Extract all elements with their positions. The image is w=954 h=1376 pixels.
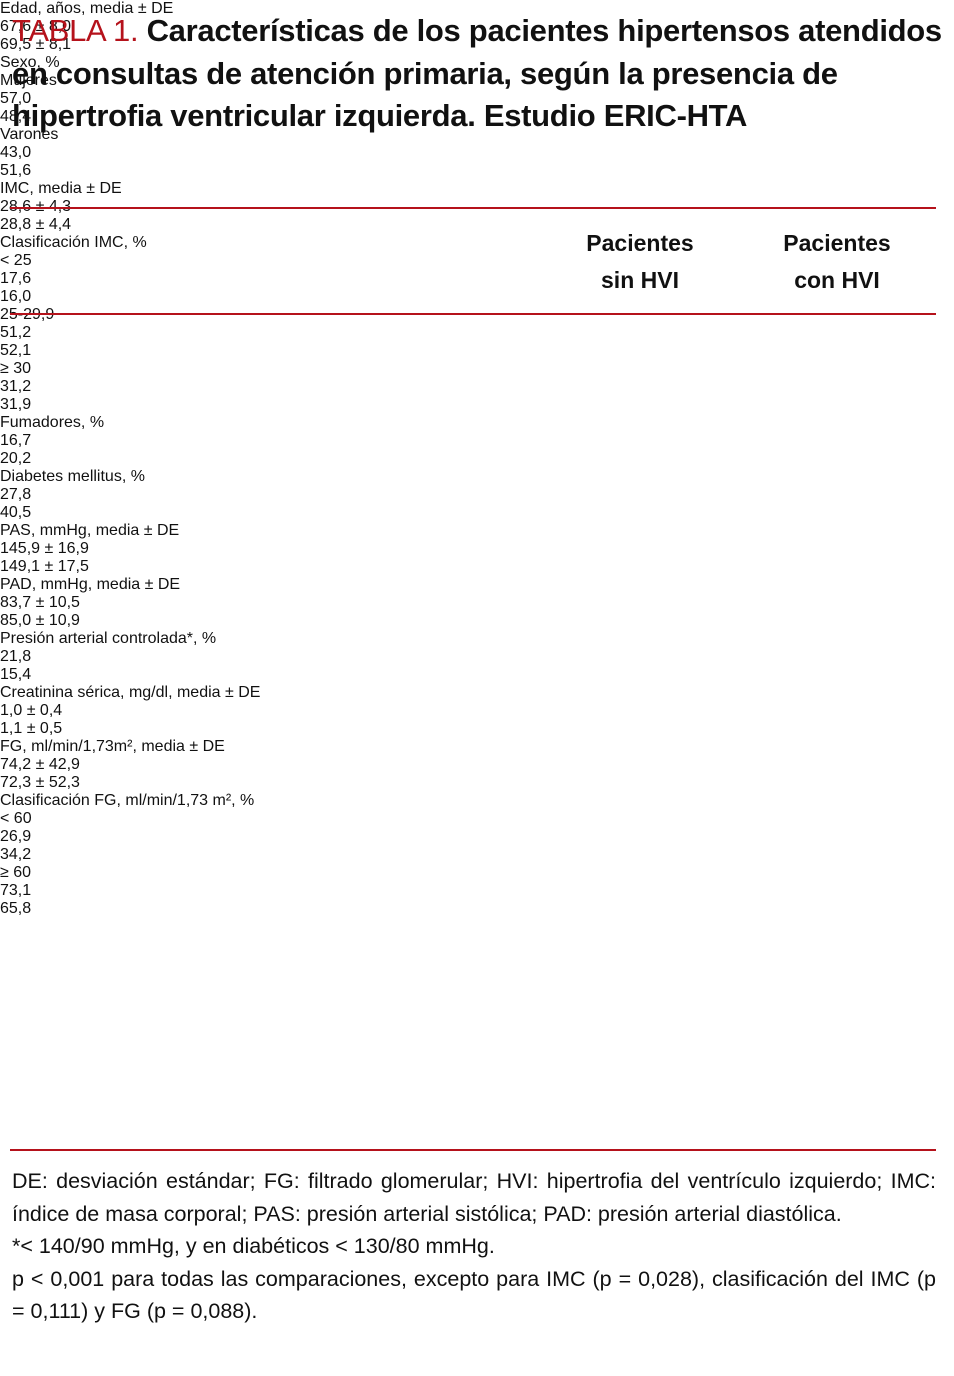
cell-value: 31,9: [0, 396, 32, 413]
rule: [10, 207, 936, 209]
row-label: PAS, mmHg, media ± DE: [0, 522, 180, 539]
title: TABLA 1. Características de los paciente…: [12, 10, 942, 138]
cell-value: 67,6 ± 8,0: [0, 18, 72, 35]
cell-value: 65,8: [0, 900, 32, 917]
column-header: Pacientes sin HVI: [550, 225, 730, 299]
cell-value: 72,3 ± 52,3: [0, 774, 80, 791]
row-label: Fumadores, %: [0, 414, 105, 431]
cell-value: 51,2: [0, 324, 32, 341]
header-line: sin HVI: [601, 267, 679, 293]
header-line: Pacientes: [783, 230, 891, 256]
cell-value: 20,2: [0, 450, 32, 467]
cell-value: 27,8: [0, 486, 32, 503]
row-label: Clasificación FG, ml/min/1,73 m², %: [0, 792, 255, 809]
row-label: 25-29,9: [0, 306, 954, 324]
row-label: Clasificación IMC, %: [0, 234, 147, 251]
rule: [10, 1149, 936, 1151]
cell-value: 149,1 ± 17,5: [0, 558, 89, 575]
row-label: Creatinina sérica, mg/dl, media ± DE: [0, 684, 261, 701]
row-label: PAD, mmHg, media ± DE: [0, 576, 181, 593]
row-label: Sexo, %: [0, 54, 60, 71]
cell-value: 1,0 ± 0,4: [0, 702, 63, 719]
cell-value: 26,9: [0, 828, 32, 845]
cell-value: 1,1 ± 0,5: [0, 720, 63, 737]
footnote: *< 140/90 mmHg, y en diabéticos < 130/80…: [12, 1234, 495, 1258]
cell-value: 28,6 ± 4,3: [0, 198, 954, 216]
row-label: ≥ 30: [0, 360, 32, 377]
cell-value: 17,6: [0, 270, 32, 287]
cell-value: 83,7 ± 10,5: [0, 594, 80, 611]
cell-value: 69,5 ± 8,1: [0, 36, 72, 53]
cell-value: 16,7: [0, 432, 32, 449]
cell-value: 51,6: [0, 162, 32, 179]
cell-value: 31,2: [0, 378, 32, 395]
rule: [10, 313, 936, 315]
column-header: Pacientes con HVI: [747, 225, 927, 299]
row-label: Diabetes mellitus, %: [0, 468, 145, 485]
row-label: FG, ml/min/1,73m², media ± DE: [0, 738, 225, 755]
cell-value: 57,0: [0, 90, 32, 107]
cell-value: 48,4: [0, 108, 32, 125]
cell-value: 15,4: [0, 666, 32, 683]
row-label: < 60: [0, 810, 32, 827]
row-label: Presión arterial controlada*, %: [0, 630, 217, 647]
table-body: Edad, años, media ± DE 67,6 ± 8,0 69,5 ± 8…: [0, 0, 954, 917]
cell-value: 40,5: [0, 504, 32, 521]
cell-value: 52,1: [0, 342, 32, 359]
cell-value: 85,0 ± 10,9: [0, 612, 80, 629]
row-label: Mujeres: [0, 72, 57, 89]
table-label: TABLA 1.: [12, 13, 139, 48]
footnote: DE: desviación estándar; FG: filtrado gl…: [12, 1169, 936, 1226]
cell-value: 16,0: [0, 288, 32, 305]
header-line: con HVI: [794, 267, 880, 293]
cell-value: 34,2: [0, 846, 32, 863]
cell-value: 73,1: [0, 882, 32, 899]
header-line: Pacientes: [586, 230, 694, 256]
row-label: Varones: [0, 126, 59, 143]
row-label: Edad, años, media ± DE: [0, 0, 174, 17]
title-text: Características de los pacientes hiperte…: [12, 13, 942, 133]
cell-value: 21,8: [0, 648, 32, 665]
row-label: ≥ 60: [0, 864, 32, 881]
cell-value: 43,0: [0, 144, 32, 161]
cell-value: 74,2 ± 42,9: [0, 756, 80, 773]
cell-value: 145,9 ± 16,9: [0, 540, 89, 557]
footnotes: DE: desviación estándar; FG: filtrado gl…: [12, 1165, 936, 1328]
cell-value: 28,8 ± 4,4: [0, 216, 72, 233]
footnote: p < 0,001 para todas las comparaciones, …: [12, 1266, 936, 1324]
row-label: < 25: [0, 252, 32, 269]
row-label: IMC, media ± DE: [0, 180, 122, 197]
